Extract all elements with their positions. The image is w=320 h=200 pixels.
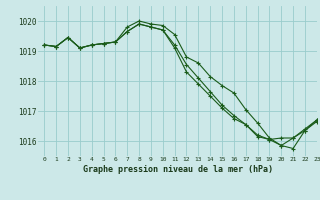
- X-axis label: Graphe pression niveau de la mer (hPa): Graphe pression niveau de la mer (hPa): [83, 165, 273, 174]
